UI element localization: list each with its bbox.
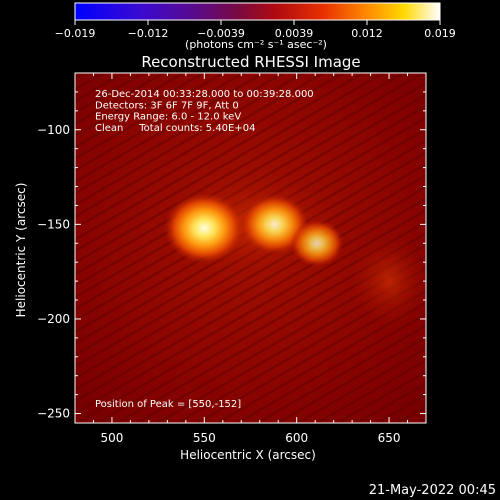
x-tick-label: 600 — [285, 431, 308, 445]
colorbar-tick-label: 0.012 — [351, 27, 383, 40]
x-axis-label: Heliocentric X (arcsec) — [180, 448, 316, 462]
colorbar-tick-label: 0.019 — [424, 27, 456, 40]
annotation-line: 26-Dec-2014 00:33:28.000 to 00:39:28.000 — [95, 89, 314, 100]
colorbar-ticks: −0.019 −0.012 −0.0039 0.0039 0.012 0.019 — [55, 20, 456, 40]
x-tick-label: 550 — [193, 431, 216, 445]
y-tick-label: −250 — [37, 407, 70, 421]
plot-frame — [74, 72, 427, 424]
x-tick-label: 500 — [100, 431, 123, 445]
chart-title: Reconstructed RHESSI Image — [141, 53, 360, 71]
colorbar — [74, 2, 441, 21]
colorbar-tick-label: 0.0039 — [275, 27, 314, 40]
annotation-line: Energy Range: 6.0 - 12.0 keV — [95, 112, 241, 123]
peak-position-label: Position of Peak = [550,-152] — [95, 399, 241, 410]
colorbar-unit-label: (photons cm⁻² s⁻¹ asec⁻²) — [185, 38, 327, 51]
x-axis-ticks: 500 550 600 650 — [92, 73, 427, 445]
source-blob — [290, 219, 344, 267]
annotation-line: Detectors: 3F 6F 7F 9F, Att 0 — [95, 100, 239, 111]
colorbar-tick-label: −0.019 — [55, 27, 96, 40]
y-axis-ticks: −100 −150 −200 −250 — [37, 91, 426, 421]
y-tick-label: −150 — [37, 217, 70, 231]
x-tick-label: 650 — [378, 431, 401, 445]
y-tick-label: −100 — [37, 123, 70, 137]
source-blob — [164, 192, 245, 264]
colorbar-tick-label: −0.0039 — [197, 27, 245, 40]
footer-date: 21-May-2022 00:45 — [369, 483, 496, 498]
heatmap-image — [75, 73, 426, 423]
annotation-line: Clean Total counts: 5.40E+04 — [95, 123, 255, 134]
y-tick-label: −200 — [37, 312, 70, 326]
diffuse-emission — [349, 236, 426, 327]
annotations: 26-Dec-2014 00:33:28.000 to 00:39:28.000… — [95, 89, 314, 410]
y-axis-label: Heliocentric Y (arcsec) — [14, 183, 28, 318]
colorbar-tick-label: −0.012 — [128, 27, 169, 40]
